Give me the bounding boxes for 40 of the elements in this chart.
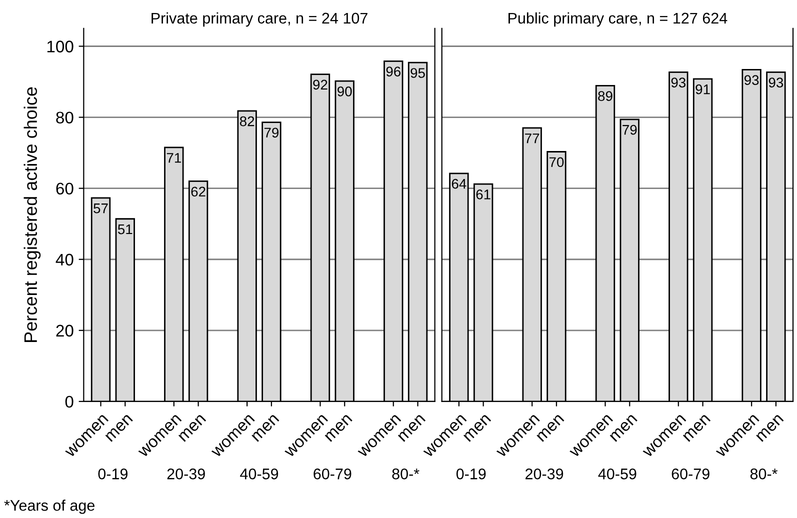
y-axis-title: Percent registered active choice xyxy=(24,87,41,342)
y-tick-label: 80 xyxy=(56,112,74,124)
data-label: 79 xyxy=(622,124,637,135)
data-label: 93 xyxy=(768,78,784,88)
text: 80-* xyxy=(392,468,420,480)
data-label: 79 xyxy=(264,128,279,138)
y-tick-label: 100 xyxy=(47,40,74,52)
data-label: 57 xyxy=(94,204,108,214)
y-tick-label: 40 xyxy=(56,254,74,266)
data-label: 91 xyxy=(696,84,710,94)
data-label: 61 xyxy=(476,190,490,200)
text: 60-79 xyxy=(314,468,352,480)
text: *Years of age xyxy=(4,500,94,514)
y-tick-label: 20 xyxy=(56,324,74,337)
text: 20-39 xyxy=(526,468,564,480)
data-label: 92 xyxy=(313,80,328,90)
y-tick-label: 60 xyxy=(56,182,74,195)
data-label: 95 xyxy=(410,68,425,78)
data-label: 51 xyxy=(118,224,132,234)
text: 40-59 xyxy=(598,468,636,480)
data-label: 82 xyxy=(240,116,254,126)
data-label: 70 xyxy=(549,157,564,168)
chart-title: Public primary care, n = 127 624 xyxy=(508,12,728,27)
text: 40-59 xyxy=(240,468,278,480)
y-tick-label: 0 xyxy=(65,396,74,408)
text: 60-79 xyxy=(672,468,710,480)
data-label: 93 xyxy=(671,78,686,88)
data-label: 64 xyxy=(452,178,466,189)
data-label: 90 xyxy=(338,86,352,96)
data-label: 77 xyxy=(525,134,540,144)
data-label: 89 xyxy=(598,91,612,101)
text: 0-19 xyxy=(456,468,486,480)
chart-title: Private primary care, n = 24 107 xyxy=(152,12,368,27)
data-label: 62 xyxy=(191,186,206,197)
text: 80-* xyxy=(750,468,778,480)
data-label: 71 xyxy=(166,153,181,163)
text: 20-39 xyxy=(167,468,205,480)
data-label: 93 xyxy=(744,75,759,86)
text: 0-19 xyxy=(98,468,128,480)
data-label: 96 xyxy=(386,66,400,76)
